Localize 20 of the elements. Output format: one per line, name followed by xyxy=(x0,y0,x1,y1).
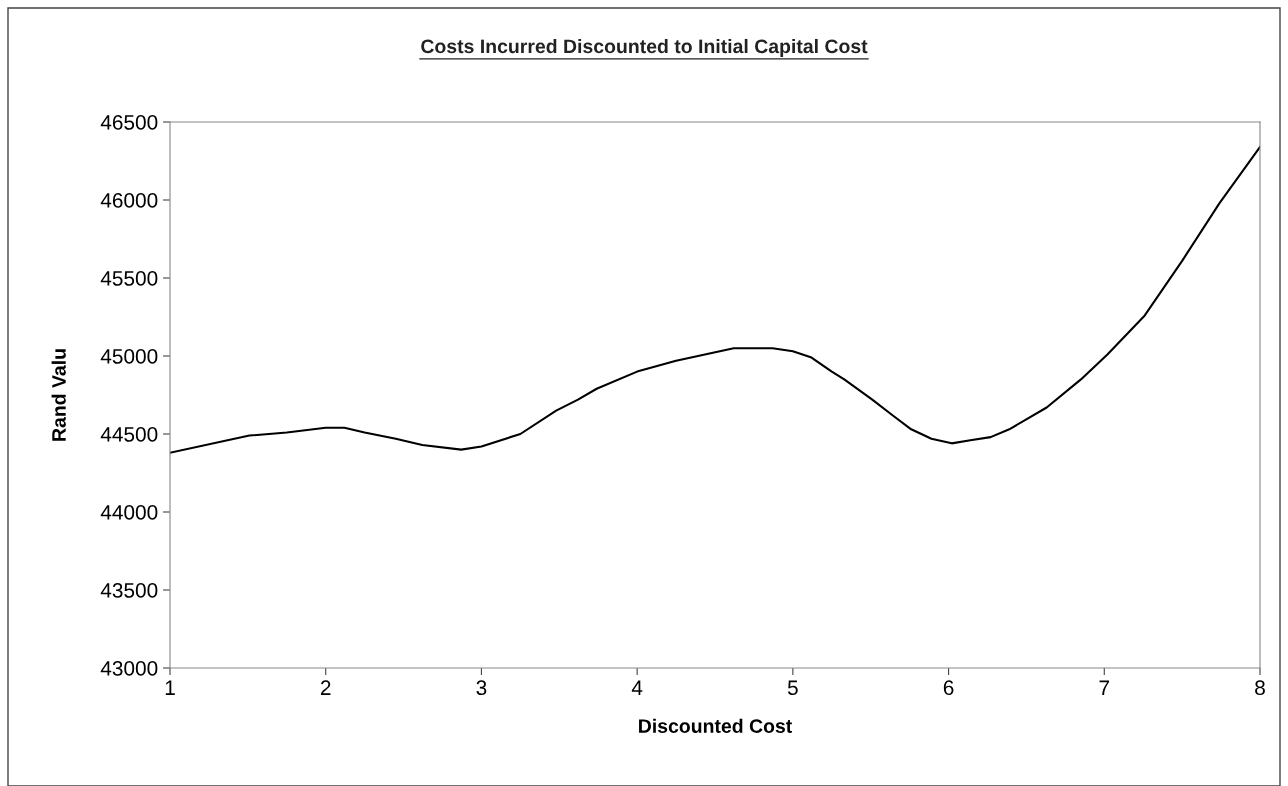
y-tick-label: 44500 xyxy=(100,427,158,442)
y-tick-label: 46500 xyxy=(100,115,158,130)
line-series xyxy=(170,145,1260,454)
y-tick-label: 45500 xyxy=(100,271,158,286)
x-tick-label: 5 xyxy=(787,680,798,696)
y-tick-label: 45000 xyxy=(100,349,158,364)
chart-title: Costs Incurred Discounted to Initial Capital Cost xyxy=(421,38,868,58)
x-tick-label: 8 xyxy=(1255,680,1265,696)
y-tick-label: 43500 xyxy=(100,583,158,598)
x-tick-label: 3 xyxy=(476,680,487,696)
x-tick-label: 6 xyxy=(943,680,954,696)
x-tick-label: 7 xyxy=(1099,680,1110,695)
y-axis-title: Rand Valu xyxy=(51,349,66,441)
x-tick-label: 2 xyxy=(320,680,331,695)
y-tick-label: 43000 xyxy=(100,661,158,676)
x-tick-label: 4 xyxy=(631,680,643,695)
x-axis-title: Discounted Cost xyxy=(639,718,793,733)
y-tick-label: 46000 xyxy=(100,193,158,208)
y-tick-label: 44000 xyxy=(100,505,158,520)
x-tick-label: 1 xyxy=(165,680,175,695)
